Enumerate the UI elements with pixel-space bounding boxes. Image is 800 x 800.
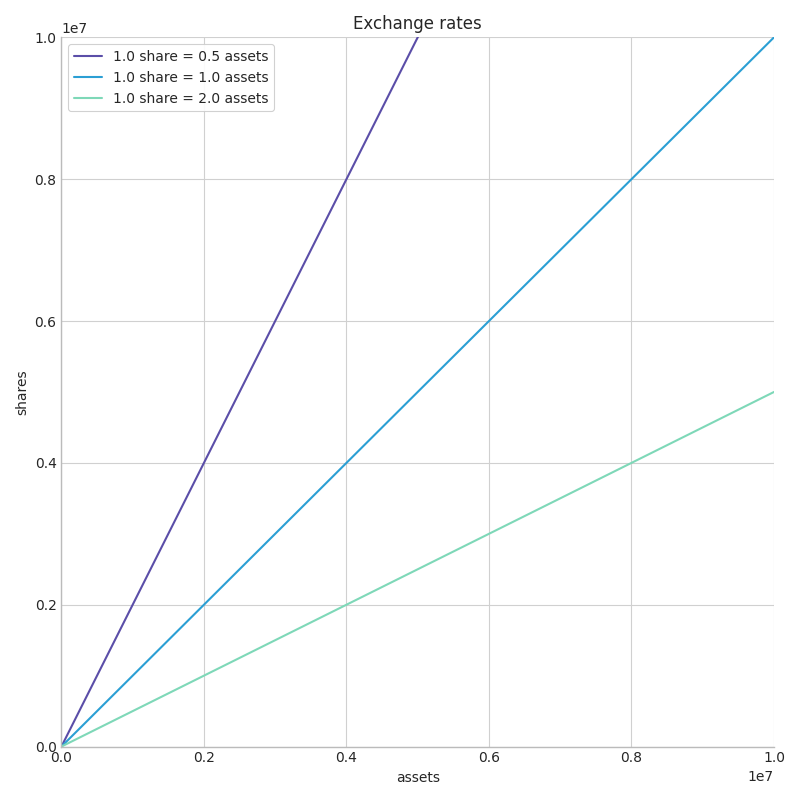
1.0 share = 1.0 assets <box>130 670 139 679</box>
1.0 share = 1.0 assets <box>370 430 380 439</box>
1.0 share = 0.5 assets <box>345 168 354 178</box>
Line: 1.0 share = 1.0 assets: 1.0 share = 1.0 assets <box>62 38 774 746</box>
1.0 share = 2.0 assets <box>546 498 555 508</box>
1.0 share = 1.0 assets <box>625 176 634 186</box>
X-axis label: assets: assets <box>396 771 440 785</box>
1.0 share = 1.0 assets <box>612 189 622 198</box>
Line: 1.0 share = 0.5 assets: 1.0 share = 0.5 assets <box>62 0 774 746</box>
1.0 share = 2.0 assets <box>625 459 634 469</box>
1.0 share = 2.0 assets <box>57 742 66 751</box>
1.0 share = 2.0 assets <box>612 466 622 475</box>
1.0 share = 0.5 assets <box>57 742 66 751</box>
1.0 share = 2.0 assets <box>345 598 354 608</box>
1.0 share = 0.5 assets <box>130 597 139 606</box>
1.0 share = 1.0 assets <box>546 254 555 264</box>
1.0 share = 2.0 assets <box>130 706 139 715</box>
Line: 1.0 share = 2.0 assets: 1.0 share = 2.0 assets <box>62 392 774 746</box>
Title: Exchange rates: Exchange rates <box>354 15 482 33</box>
1.0 share = 0.5 assets <box>370 117 380 126</box>
1.0 share = 1.0 assets <box>57 742 66 751</box>
1.0 share = 2.0 assets <box>370 586 380 595</box>
1.0 share = 1.0 assets <box>345 455 354 465</box>
1.0 share = 1.0 assets <box>769 33 778 42</box>
1.0 share = 2.0 assets <box>769 387 778 397</box>
Legend: 1.0 share = 0.5 assets, 1.0 share = 1.0 assets, 1.0 share = 2.0 assets: 1.0 share = 0.5 assets, 1.0 share = 1.0 … <box>68 44 274 111</box>
Y-axis label: shares: shares <box>15 369 29 414</box>
